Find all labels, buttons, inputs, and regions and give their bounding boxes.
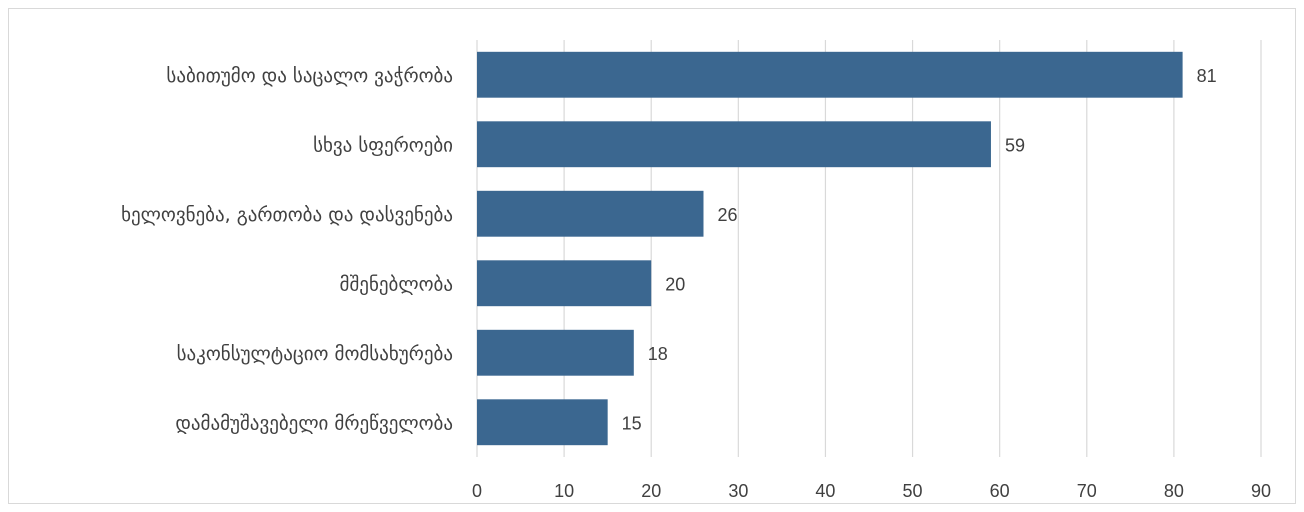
bar — [477, 329, 634, 376]
data-labels: 81 59 26 20 18 15 — [622, 66, 1217, 434]
bar — [477, 121, 991, 168]
x-tick-label: 90 — [1251, 481, 1271, 501]
category-label: საბითუმო და საცალო ვაჭრობა — [166, 65, 453, 87]
x-tick-label: 40 — [815, 481, 835, 501]
bars — [477, 51, 1183, 446]
bar — [477, 51, 1183, 98]
x-tick-label: 60 — [990, 481, 1010, 501]
category-labels: საბითუმო და საცალო ვაჭრობა სხვა სფეროები ხ… — [121, 65, 453, 435]
x-tick-label: 30 — [728, 481, 748, 501]
data-label: 15 — [622, 413, 642, 433]
x-tick-label: 70 — [1077, 481, 1097, 501]
category-label: სხვა სფეროები — [313, 134, 453, 156]
data-label: 26 — [717, 205, 737, 225]
x-tick-label: 0 — [472, 481, 482, 501]
bar — [477, 399, 608, 446]
data-label: 81 — [1197, 66, 1217, 86]
bar — [477, 260, 652, 307]
data-label: 18 — [648, 344, 668, 364]
data-label: 20 — [665, 274, 685, 294]
data-label: 59 — [1005, 135, 1025, 155]
category-label: დამამუშავებელი მრეწველობა — [175, 412, 453, 434]
category-label: მშენებლობა — [340, 273, 453, 295]
x-tick-label: 20 — [641, 481, 661, 501]
x-axis-tick-labels: 0 10 20 30 40 50 60 70 80 90 — [472, 481, 1271, 501]
category-label: საკონსულტაციო მომსახურება — [177, 343, 453, 365]
bar — [477, 190, 704, 237]
category-label: ხელოვნება, გართობა და დასვენება — [121, 204, 453, 226]
x-tick-label: 80 — [1164, 481, 1184, 501]
x-tick-label: 10 — [554, 481, 574, 501]
gridlines — [476, 40, 1262, 457]
x-tick-label: 50 — [903, 481, 923, 501]
